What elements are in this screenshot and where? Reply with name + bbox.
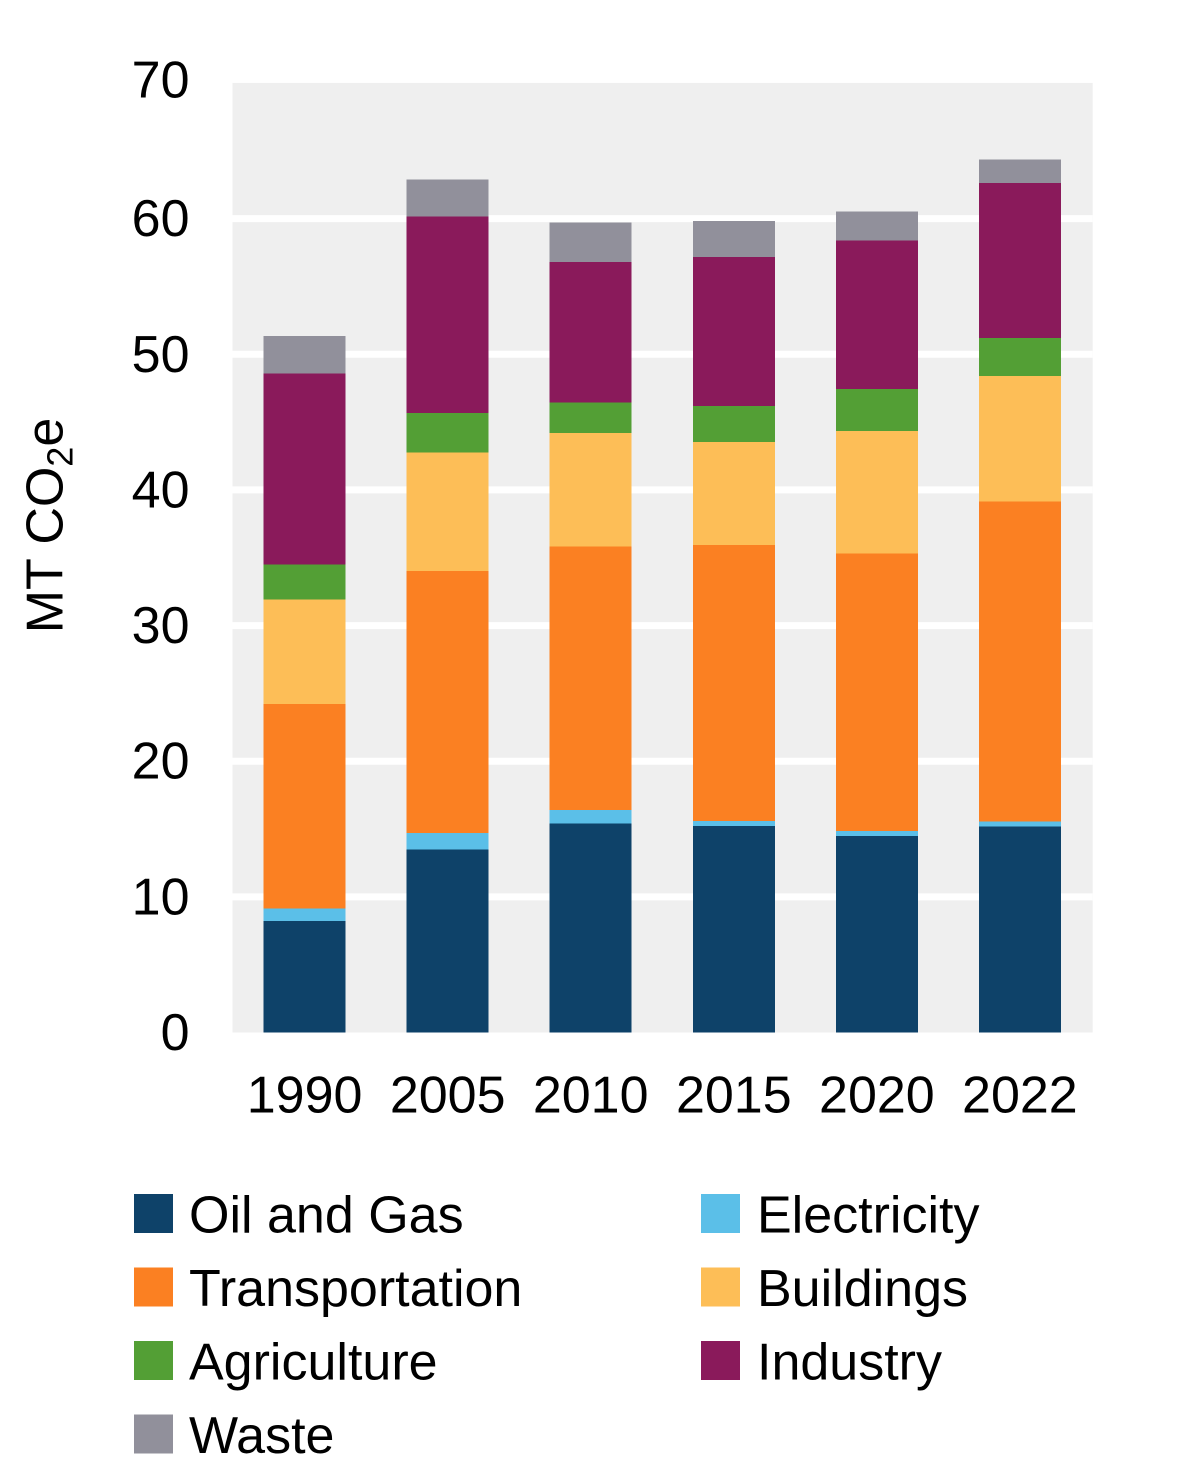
svg-text:40: 40 (132, 461, 190, 519)
svg-text:60: 60 (132, 190, 190, 248)
svg-text:Oil and Gas: Oil and Gas (189, 1187, 464, 1245)
svg-text:2010: 2010 (533, 1067, 649, 1125)
svg-text:Electricity: Electricity (757, 1187, 979, 1245)
svg-text:2015: 2015 (676, 1067, 792, 1125)
svg-text:10: 10 (132, 868, 190, 926)
svg-text:Buildings: Buildings (757, 1260, 968, 1318)
svg-text:1990: 1990 (247, 1067, 363, 1125)
svg-text:70: 70 (132, 52, 190, 110)
svg-text:50: 50 (132, 326, 190, 384)
svg-text:2022: 2022 (962, 1067, 1078, 1125)
svg-text:2020: 2020 (819, 1067, 935, 1125)
svg-text:30: 30 (132, 597, 190, 655)
svg-text:Industry: Industry (757, 1334, 942, 1392)
svg-text:2005: 2005 (390, 1067, 506, 1125)
svg-text:0: 0 (161, 1004, 190, 1062)
svg-text:Transportation: Transportation (189, 1260, 522, 1318)
svg-text:Waste: Waste (189, 1407, 334, 1465)
svg-text:Agriculture: Agriculture (189, 1334, 438, 1392)
svg-text:20: 20 (132, 733, 190, 791)
